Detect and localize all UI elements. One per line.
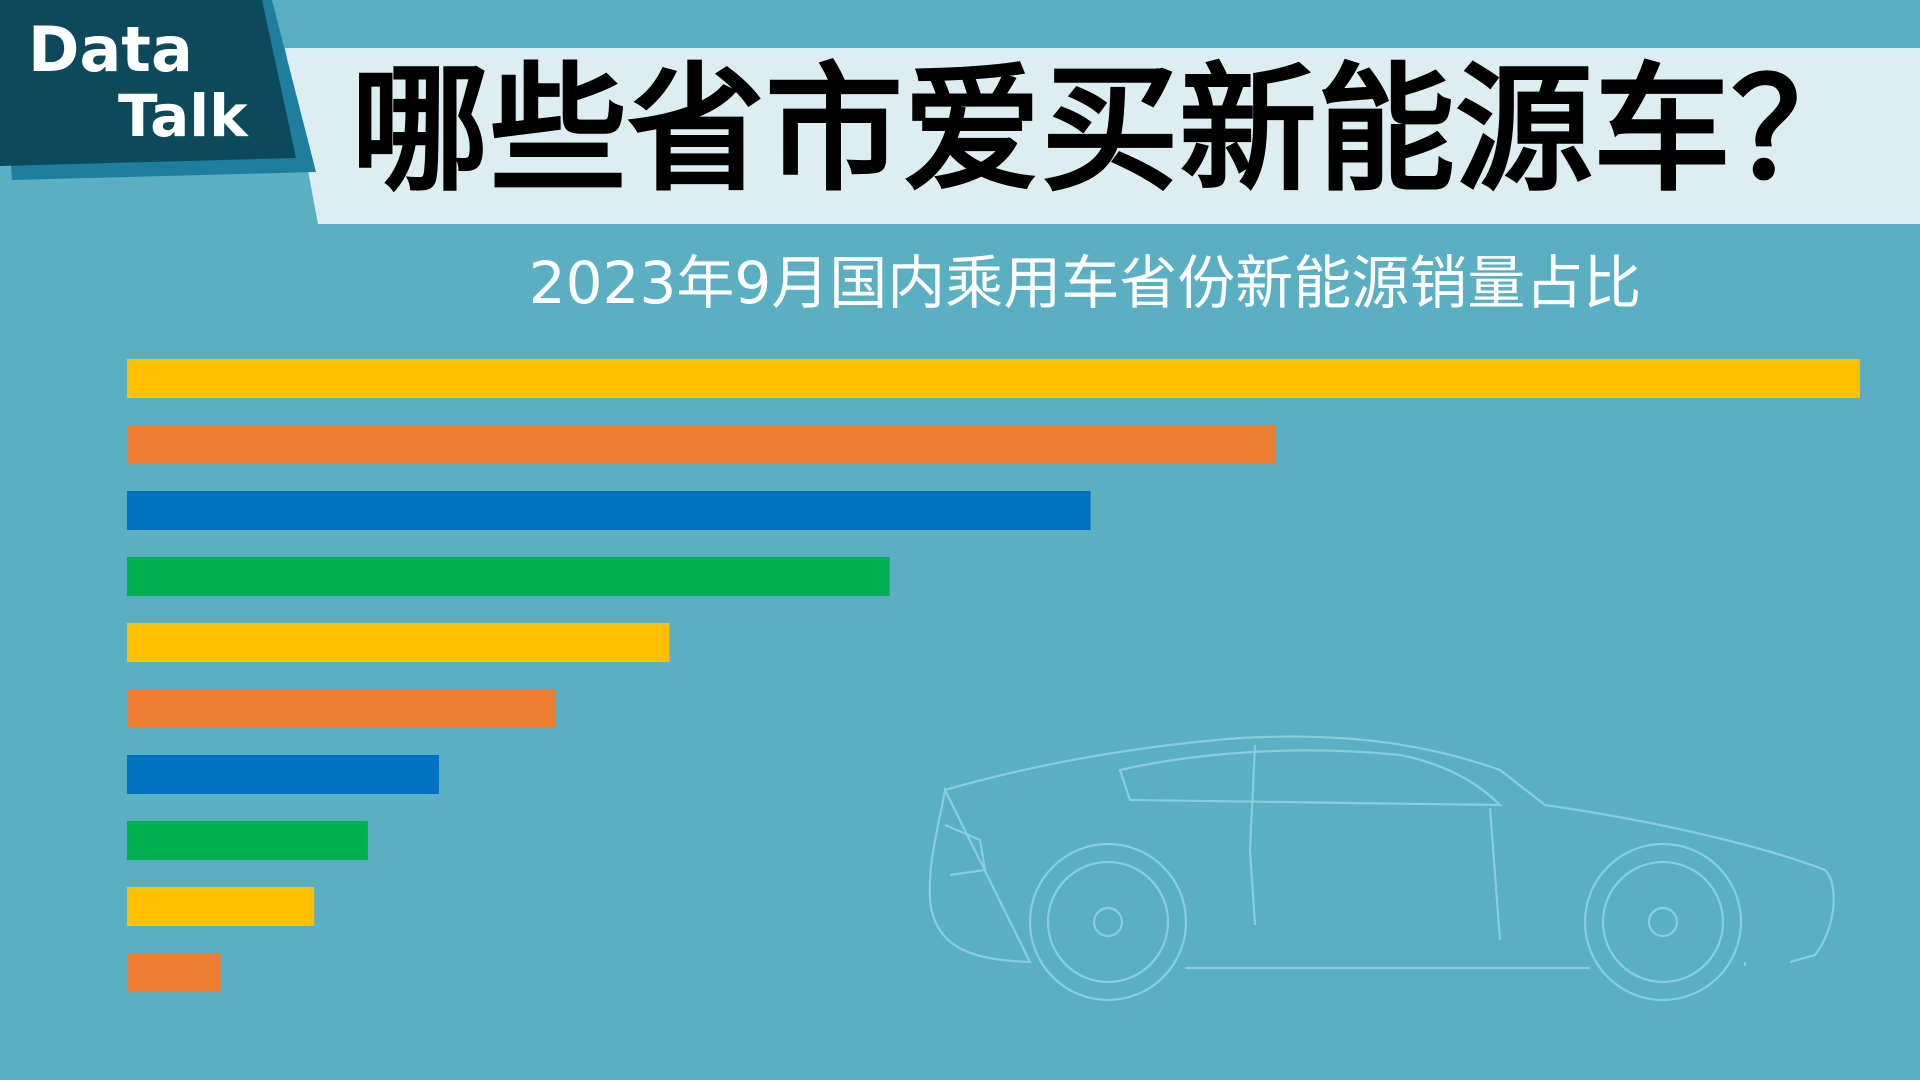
bar (127, 491, 1091, 530)
bar (127, 557, 890, 596)
bar (127, 821, 368, 860)
badge-text: Talk (118, 82, 249, 150)
bar (127, 755, 439, 794)
chart-subtitle: 2023年9月国内乘用车省份新能源销量占比 (529, 249, 1642, 317)
bar (127, 623, 670, 662)
bar (127, 953, 221, 992)
title-banner (285, 48, 1920, 224)
chart-title: 哪些省市爱买新能源车？ (351, 50, 1869, 211)
bar (127, 887, 315, 926)
bar (127, 689, 556, 728)
bar (127, 359, 1860, 398)
badge-text: Data (28, 13, 193, 86)
bar (127, 425, 1276, 464)
badge (0, 0, 296, 166)
car-outline (928, 735, 1835, 1002)
